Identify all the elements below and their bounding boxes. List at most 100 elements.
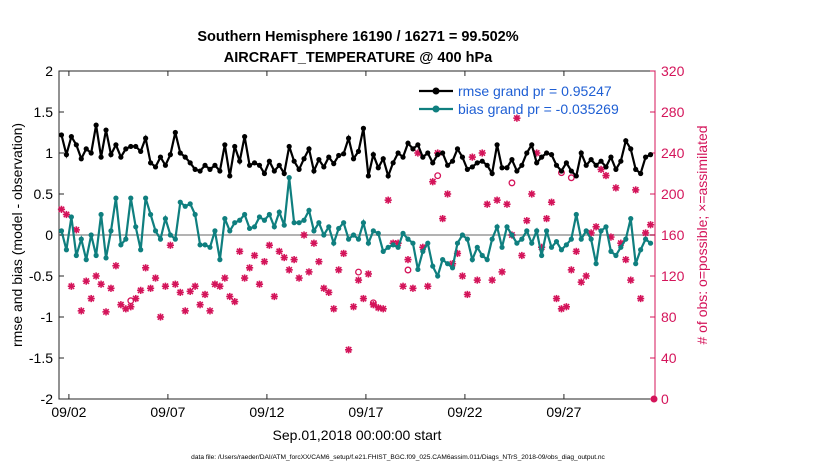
rmse-point (326, 154, 332, 160)
right-tick-label: 200 (661, 186, 685, 202)
bias-point (395, 244, 401, 250)
rmse-point (524, 150, 530, 156)
rmse-point (479, 158, 485, 164)
obs-star-stroke (474, 276, 481, 284)
bias-point (103, 255, 109, 261)
obs-star-stroke (498, 268, 506, 276)
rmse-point (246, 162, 253, 168)
obs-star-stroke (379, 305, 387, 313)
obs-star-stroke (221, 274, 229, 282)
obs-star-stroke (107, 285, 115, 292)
obs-star-stroke (459, 272, 466, 280)
obs-star-stroke (582, 272, 590, 280)
bias-point (598, 228, 604, 234)
obs-star-stroke (300, 231, 308, 239)
obs-assimilated-point (166, 241, 174, 249)
obs-star-stroke (612, 184, 620, 192)
bias-point (138, 247, 144, 253)
right-tick-label: 40 (661, 350, 677, 366)
obs-star-stroke (355, 276, 362, 284)
obs-assimilated-point (513, 114, 521, 122)
bias-point (306, 207, 312, 213)
obs-star-stroke (177, 289, 184, 296)
obs-assimilated-point (107, 284, 115, 292)
rmse-point (410, 146, 416, 152)
obs-star-stroke (162, 282, 169, 290)
obs-star-stroke (142, 264, 149, 272)
obs-assimilated-point (295, 274, 303, 282)
obs-star-stroke (439, 215, 446, 222)
rmse-point (494, 142, 500, 148)
bias-point (583, 228, 589, 234)
chart-title-line1: Southern Hemisphere 16190 / 16271 = 99.5… (197, 29, 518, 45)
obs-star-stroke (464, 291, 471, 298)
obs-possible-point (404, 266, 412, 274)
bias-point (425, 240, 431, 246)
bias-point (291, 220, 297, 226)
bias-point (222, 216, 228, 222)
rmse-point (147, 160, 154, 166)
obs-assimilated-point (146, 284, 155, 292)
obs-star-stroke (325, 289, 333, 296)
rmse-point (529, 142, 535, 148)
rmse-point (539, 154, 545, 160)
obs-star-stroke (241, 274, 248, 282)
obs-star-stroke (82, 277, 90, 285)
rmse-point (157, 154, 164, 160)
bias-point (266, 211, 272, 218)
bias-point (192, 211, 198, 218)
bias-point (489, 236, 495, 242)
obs-star-stroke (152, 274, 159, 282)
bias-point (227, 228, 233, 234)
rmse-point (316, 156, 322, 163)
rmse-point (469, 164, 475, 170)
obs-assimilated-point (241, 274, 249, 282)
obs-assimilated-point (186, 287, 194, 295)
obs-assimilated-point (280, 253, 288, 262)
rmse-point (440, 150, 446, 156)
rmse-point (341, 151, 347, 157)
bias-point (638, 247, 644, 253)
rmse-point (385, 173, 391, 179)
rmse-point (311, 168, 317, 174)
bias-point (350, 232, 357, 238)
obs-star-stroke (246, 264, 253, 272)
obs-star-stroke (147, 285, 154, 292)
obs-assimilated-point (265, 241, 273, 249)
rmse-point (202, 162, 208, 168)
x-tick-label: 09/27 (546, 404, 581, 420)
obs-edge-point (650, 395, 658, 403)
left-tick-label: 1.5 (34, 104, 54, 120)
obs-star-stroke (92, 272, 100, 280)
obs-star-stroke (350, 303, 357, 311)
rmse-point (598, 158, 604, 164)
obs-star-stroke (493, 196, 501, 204)
obs-star-stroke (236, 248, 243, 255)
obs-star-stroke (330, 305, 337, 313)
obs-star-stroke (553, 295, 560, 302)
rmse-point (251, 160, 258, 166)
rmse-point (58, 132, 65, 138)
obs-star-stroke (370, 301, 377, 308)
rmse-point (395, 150, 401, 156)
x-tick-label: 09/07 (150, 404, 185, 420)
bias-point (88, 232, 94, 238)
rmse-point (543, 150, 550, 156)
obs-assimilated-point (498, 268, 506, 276)
bias-point (237, 217, 243, 223)
obs-assimilated-point (354, 276, 363, 284)
obs-star-stroke (63, 211, 70, 218)
rmse-point (355, 148, 362, 154)
obs-star-stroke (577, 278, 585, 286)
obs-assimilated-point (602, 171, 610, 180)
bias-point (543, 228, 550, 234)
bias-point (157, 236, 164, 242)
rmse-point (514, 168, 520, 174)
rmse-point (603, 164, 609, 170)
bias-point (390, 242, 396, 248)
rmse-point (435, 152, 441, 158)
obs-star-stroke (290, 256, 298, 263)
obs-star-stroke (399, 282, 407, 290)
rmse-point (509, 156, 515, 163)
